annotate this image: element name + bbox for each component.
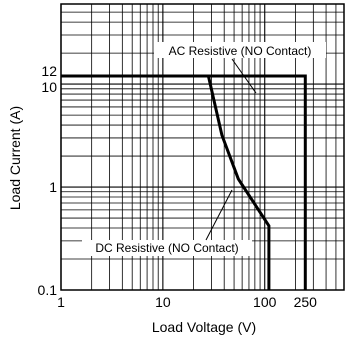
x-tick-label: 10 bbox=[155, 294, 171, 310]
x-tick-label: 1 bbox=[57, 294, 65, 310]
annotation-ac-label: AC Resistive (NO Contact) bbox=[169, 44, 312, 58]
annotation-dc-resistive: DC Resistive (NO Contact) bbox=[82, 189, 252, 256]
x-tick-label: 100 bbox=[253, 294, 277, 310]
y-tick-label: 0.1 bbox=[38, 282, 58, 298]
x-tick-label: 250 bbox=[294, 294, 318, 310]
annotation-ac-resistive: AC Resistive (NO Contact) bbox=[154, 42, 326, 94]
plot-frame bbox=[60, 3, 345, 291]
y-tick-label: 12 bbox=[41, 63, 57, 79]
y-axis-label: Load Current (A) bbox=[7, 106, 23, 210]
x-axis-label: Load Voltage (V) bbox=[152, 319, 256, 335]
annotation-dc-label: DC Resistive (NO Contact) bbox=[95, 241, 238, 255]
y-tick-label: 1 bbox=[49, 179, 57, 195]
y-tick-label: 10 bbox=[41, 79, 57, 95]
series-dc-resistive-line bbox=[206, 75, 271, 290]
series-ac-resistive-line bbox=[61, 74, 307, 290]
series-layer bbox=[61, 74, 307, 290]
